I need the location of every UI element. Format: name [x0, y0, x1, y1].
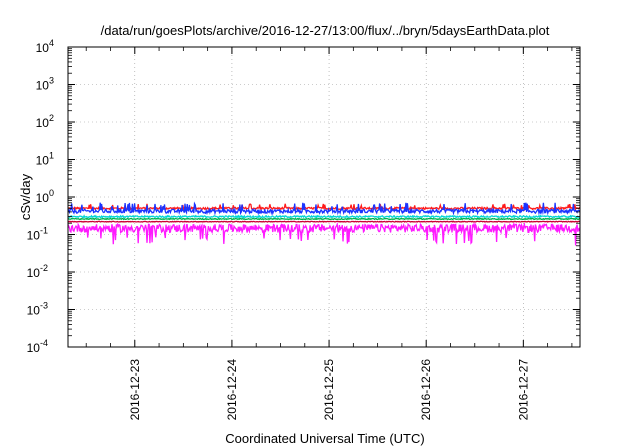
- x-tick-label: 2016-12-25: [322, 359, 336, 421]
- x-axis-ticks: 2016-12-23 2016-12-24 2016-12-25 2016-12-26…: [85, 47, 573, 421]
- x-tick-label: 2016-12-27: [516, 359, 530, 421]
- y-tick-label: 10-2: [27, 263, 48, 280]
- y-tick-label: 103: [36, 76, 54, 93]
- grid-lines: [68, 47, 580, 347]
- chart-title: /data/run/goesPlots/archive/2016-12-27/1…: [101, 23, 550, 38]
- x-tick-label: 2016-12-23: [128, 359, 142, 421]
- y-tick-label: 101: [36, 151, 54, 168]
- x-axis-label: Coordinated Universal Time (UTC): [225, 431, 424, 446]
- series-line-6: [67, 221, 581, 246]
- y-axis-label: cSv/day: [18, 173, 33, 220]
- series-line-2: [67, 201, 581, 216]
- x-tick-label: 2016-12-24: [225, 359, 239, 421]
- data-series: [67, 201, 581, 246]
- y-tick-label: 100: [36, 188, 54, 205]
- y-tick-label: 10-4: [27, 338, 48, 355]
- x-tick-label: 2016-12-26: [419, 359, 433, 421]
- y-tick-label: 104: [36, 38, 54, 55]
- series-line-1: [68, 202, 580, 212]
- y-tick-label: 10-1: [27, 226, 48, 243]
- y-axis-ticks: 10-4 10-3 10-2 10-1 100 101 102 103 104: [27, 38, 580, 355]
- y-tick-label: 102: [36, 113, 54, 130]
- series-line-5: [67, 220, 581, 223]
- series-line-4: [67, 217, 581, 221]
- series-line-3: [67, 214, 581, 219]
- y-tick-label: 10-3: [27, 301, 48, 318]
